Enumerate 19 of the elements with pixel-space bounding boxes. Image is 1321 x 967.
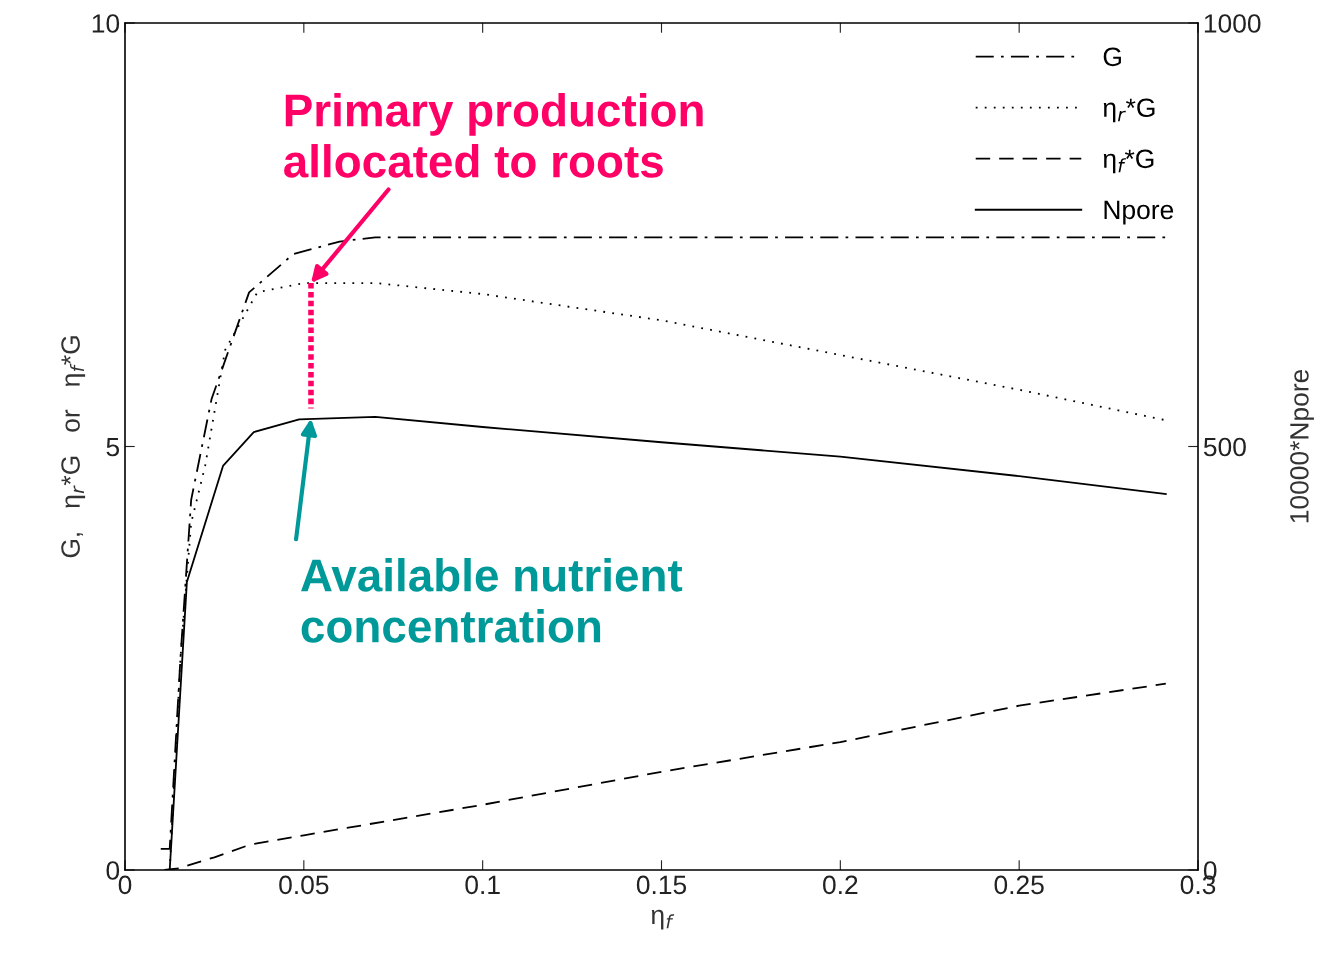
y-tick-label: 0 xyxy=(106,861,120,880)
annotation: Available nutrient concentration xyxy=(301,558,683,643)
legend-label: G xyxy=(1103,47,1121,67)
y2-tick-label: 500 xyxy=(1203,437,1246,457)
y-tick-label: 10 xyxy=(92,14,120,33)
annotation: Primary production allocated to roots xyxy=(284,93,703,178)
x-axis-title: η$_{f}$ xyxy=(651,909,675,930)
x-tick-label: 0.1 xyxy=(465,875,500,895)
legend-label: Npore xyxy=(1104,200,1174,225)
legend-label: η$_{f}$*G xyxy=(1103,149,1154,174)
y-tick-label: 5 xyxy=(106,437,120,457)
x-tick-label: 0.05 xyxy=(279,875,329,895)
x-tick-label: 0.15 xyxy=(636,875,687,895)
y-axis-title: G, η$_{r}$*G or η$_{f}$*G xyxy=(61,336,86,558)
y2-tick-label: 1000 xyxy=(1204,14,1261,33)
x-tick-label: 0.25 xyxy=(994,875,1044,895)
y2-axis-title: 10000*Npore xyxy=(1290,369,1314,523)
x-tick-label: 0.2 xyxy=(823,875,858,895)
legend-label: η$_{r}$*G xyxy=(1103,98,1155,123)
